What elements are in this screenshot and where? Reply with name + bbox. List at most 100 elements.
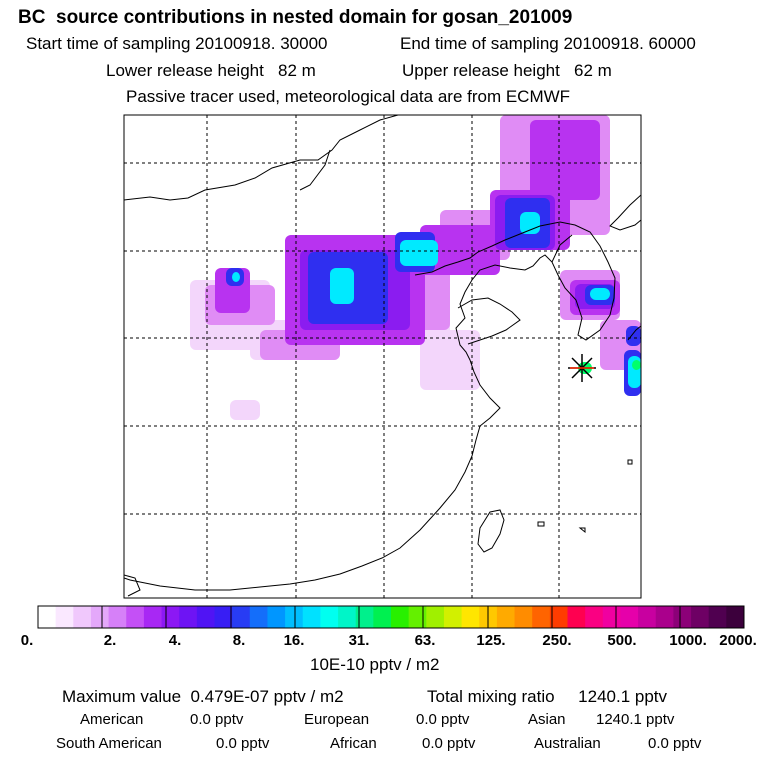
map-frame	[123, 114, 642, 599]
colorbar-swatch	[673, 606, 692, 628]
kyushu-coast	[627, 325, 641, 341]
plume-cell	[632, 360, 641, 370]
colorbar-label: 31.	[348, 632, 370, 649]
colorbar-swatch	[38, 606, 57, 628]
start-time-label: Start time of sampling 20100918. 30000	[26, 34, 328, 53]
plume-cell	[530, 120, 600, 200]
colorbar-swatch	[691, 606, 710, 628]
region-name: Asian	[528, 711, 566, 728]
receptor-marker	[568, 354, 596, 382]
hainan-coast	[124, 574, 141, 597]
colorbar-swatch	[338, 606, 357, 628]
island-1	[537, 521, 545, 527]
colorbar-swatch	[126, 606, 145, 628]
plume-cell	[330, 268, 354, 304]
region-name: Australian	[534, 735, 601, 752]
map-title: BC source contributions in nested domain…	[18, 7, 573, 28]
colorbar-label: 500.	[607, 632, 637, 649]
region-value: 0.0 pptv	[216, 735, 270, 752]
colorbar-swatch	[161, 606, 180, 628]
colorbar-swatch	[73, 606, 92, 628]
end-time-label: End time of sampling 20100918. 60000	[400, 34, 696, 53]
plume-cell	[520, 212, 540, 234]
colorbar-swatch	[496, 606, 516, 628]
colorbar-swatch	[708, 606, 727, 628]
colorbar-swatch	[302, 606, 321, 628]
plume-cell	[590, 288, 610, 300]
region-value: 1240.1 pptv	[596, 711, 675, 728]
colorbar-swatch	[55, 606, 74, 628]
colorbar-label: 2.	[103, 632, 117, 649]
colorbar-label: 8.	[232, 632, 246, 649]
colorbar-swatch	[249, 606, 268, 628]
colorbar-swatch	[532, 606, 551, 628]
max-value-label: Maximum value 0.479E-07 pptv / m2	[62, 687, 344, 706]
region-name: African	[330, 735, 377, 752]
colorbar-swatch	[514, 606, 533, 628]
lower-release-height-label: Lower release height 82 m	[106, 61, 316, 80]
region-value: 0.0 pptv	[190, 711, 244, 728]
colorbar-swatch	[585, 606, 604, 628]
plume-cell	[400, 240, 438, 266]
region-name: South American	[56, 735, 162, 752]
colorbar-label: 63.	[414, 632, 436, 649]
region-value: 0.0 pptv	[416, 711, 470, 728]
plume-cell	[420, 225, 500, 275]
colorbar-label: 250.	[542, 632, 572, 649]
grid-lines	[124, 115, 641, 598]
colorbar-swatch	[285, 606, 304, 628]
colorbar-swatch	[655, 606, 674, 628]
region-name: American	[80, 711, 144, 728]
upper-release-height-label: Upper release height 62 m	[402, 61, 612, 80]
colorbar-swatch	[179, 606, 198, 628]
inner-border	[299, 149, 331, 191]
colorbar-label: 125.	[476, 632, 506, 649]
colorbar-swatch	[602, 606, 621, 628]
colorbar-swatch	[355, 606, 374, 628]
island-3	[578, 527, 586, 534]
coastline-north	[124, 115, 399, 201]
colorbar-swatch	[408, 606, 427, 628]
colorbar-label: 16.	[283, 632, 305, 649]
colorbar-swatch	[196, 606, 215, 628]
plume-cell	[420, 330, 480, 390]
region-value: 0.0 pptv	[648, 735, 702, 752]
colorbar-swatch	[620, 606, 639, 628]
colorbar-label: 2000.	[719, 632, 757, 649]
colorbar-swatch	[373, 606, 392, 628]
colorbar-swatch	[391, 606, 410, 628]
plume-cell	[230, 400, 260, 420]
island-2	[627, 459, 633, 465]
region-name: European	[304, 711, 370, 728]
total-mixing-ratio-label: Total mixing ratio 1240.1 pptv	[427, 687, 668, 706]
colorbar-swatch	[143, 606, 163, 628]
plume-cell	[626, 326, 641, 346]
colorbar-swatch	[232, 606, 251, 628]
region-value: 0.0 pptv	[422, 735, 476, 752]
korea-border	[551, 234, 573, 263]
colorbar-label: 1000.	[669, 632, 707, 649]
colorbar-swatch	[320, 606, 339, 628]
colorbar-unit: 10E-10 pptv / m2	[310, 655, 440, 674]
colorbar-swatch	[567, 606, 586, 628]
colorbar-swatch	[461, 606, 480, 628]
colorbar	[37, 605, 745, 629]
taiwan-coast	[477, 509, 505, 553]
colorbar-label: 4.	[168, 632, 182, 649]
colorbar-swatch	[426, 606, 445, 628]
colorbar-swatch	[638, 606, 657, 628]
coastline-bohai-korea	[124, 221, 616, 591]
colorbar-swatch	[726, 606, 745, 628]
colorbar-swatch	[108, 606, 127, 628]
colorbar-swatch	[90, 606, 110, 628]
colorbar-swatch	[443, 606, 463, 628]
plume-cell	[232, 272, 240, 282]
tracer-note: Passive tracer used, meteorological data…	[126, 87, 571, 106]
colorbar-frame	[37, 605, 745, 629]
japan-coast	[609, 194, 641, 231]
colorbar-label: 0.	[20, 632, 34, 649]
colorbar-swatch	[267, 606, 286, 628]
colorbar-swatch	[214, 606, 233, 628]
colorbar-swatch	[549, 606, 568, 628]
